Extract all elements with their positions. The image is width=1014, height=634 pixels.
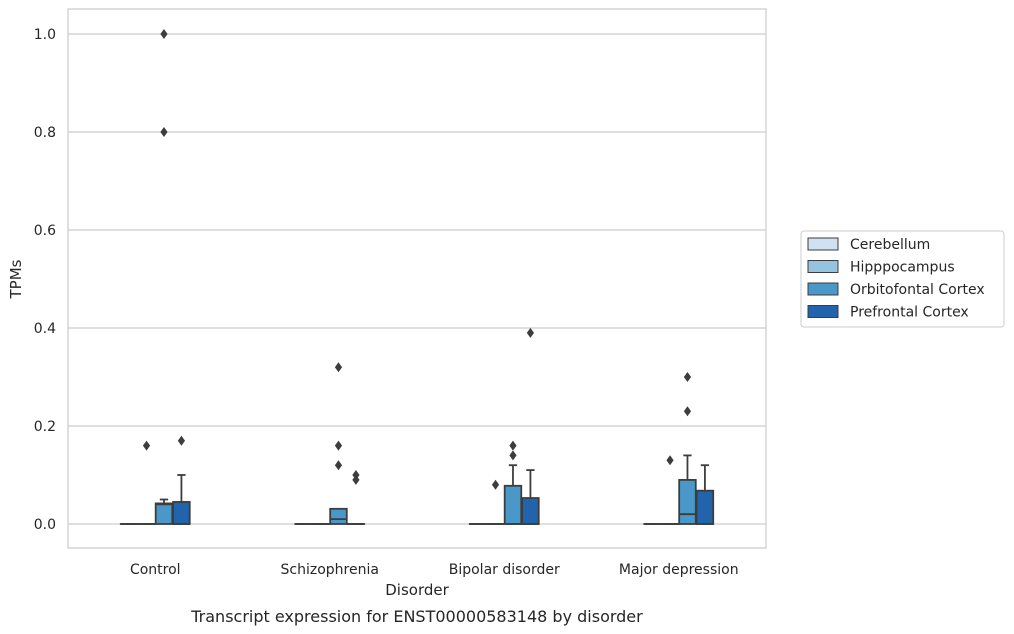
plot-frame bbox=[67, 8, 767, 549]
outlier-point bbox=[142, 440, 151, 451]
y-tick-label: 0.0 bbox=[34, 517, 56, 533]
legend-label: Hipppocampus bbox=[850, 260, 955, 276]
box bbox=[154, 502, 174, 525]
legend-swatch bbox=[807, 237, 839, 251]
outlier-point bbox=[177, 435, 186, 446]
outlier-point bbox=[334, 440, 343, 451]
x-axis-ticks: Control Schizophrenia Bipolar disorder Majo… bbox=[130, 562, 739, 578]
grid-lines bbox=[68, 33, 766, 525]
legend-swatch bbox=[807, 260, 839, 273]
y-tick-label: 0.6 bbox=[34, 223, 56, 239]
box bbox=[503, 484, 523, 525]
outlier-point bbox=[491, 479, 500, 490]
x-tick-label: Control bbox=[130, 562, 181, 578]
y-axis-ticks: 0.0 0.2 0.4 0.6 0.8 1.0 bbox=[34, 27, 56, 533]
outlier-point bbox=[683, 372, 692, 382]
x-tick-label: Bipolar disorder bbox=[449, 562, 560, 578]
legend-swatch bbox=[807, 282, 839, 296]
box-plot-marks bbox=[119, 29, 715, 525]
outlier-point bbox=[509, 450, 517, 461]
chart-caption: Transcript expression for ENST0000058314… bbox=[190, 607, 643, 626]
y-tick-label: 0.8 bbox=[34, 125, 56, 141]
outlier-point bbox=[334, 362, 343, 373]
box bbox=[678, 478, 697, 525]
box bbox=[172, 501, 191, 525]
x-tick-label: Schizophrenia bbox=[281, 562, 379, 578]
legend-frame bbox=[800, 230, 1005, 328]
box bbox=[695, 489, 715, 525]
outlier-point bbox=[352, 474, 360, 485]
legend: Cerebellum Hipppocampus Orbitofontal Corte… bbox=[800, 230, 1005, 328]
legend-swatch bbox=[807, 305, 839, 318]
legend-label: Orbitofontal Cortex bbox=[850, 282, 985, 298]
legend-label: Cerebellum bbox=[850, 237, 930, 253]
x-tick-label: Major depression bbox=[619, 562, 739, 578]
outlier-point bbox=[526, 327, 535, 338]
y-tick-label: 1.0 bbox=[34, 27, 56, 43]
x-axis-label: Disorder bbox=[385, 581, 449, 599]
outlier-point bbox=[666, 455, 674, 466]
box bbox=[329, 507, 348, 525]
y-tick-label: 0.2 bbox=[34, 419, 56, 435]
y-axis-label: TPMs bbox=[7, 259, 25, 299]
outlier-point bbox=[334, 460, 343, 471]
outlier-point bbox=[509, 440, 517, 451]
outlier-point bbox=[160, 29, 168, 39]
y-tick-label: 0.4 bbox=[34, 321, 56, 337]
outlier-point bbox=[683, 406, 692, 417]
legend-label: Prefrontal Cortex bbox=[850, 305, 969, 321]
box bbox=[521, 497, 540, 525]
outlier-point bbox=[160, 127, 168, 137]
